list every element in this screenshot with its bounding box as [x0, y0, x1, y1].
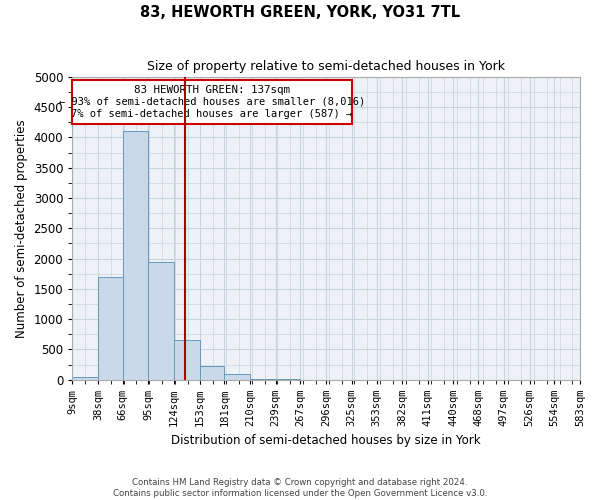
X-axis label: Distribution of semi-detached houses by size in York: Distribution of semi-detached houses by …: [171, 434, 481, 448]
Bar: [200, 366, 224, 380]
Text: 83 HEWORTH GREEN: 137sqm: 83 HEWORTH GREEN: 137sqm: [134, 84, 290, 94]
Bar: [98, 276, 122, 380]
Text: ← 93% of semi-detached houses are smaller (8,016): ← 93% of semi-detached houses are smalle…: [59, 97, 365, 107]
Text: 83, HEWORTH GREEN, YORK, YO31 7TL: 83, HEWORTH GREEN, YORK, YO31 7TL: [140, 5, 460, 20]
Bar: [224, 374, 250, 380]
Text: Contains HM Land Registry data © Crown copyright and database right 2024.
Contai: Contains HM Land Registry data © Crown c…: [113, 478, 487, 498]
Bar: [72, 376, 98, 380]
Bar: [148, 262, 174, 380]
Bar: [174, 340, 200, 380]
Title: Size of property relative to semi-detached houses in York: Size of property relative to semi-detach…: [147, 60, 505, 73]
Y-axis label: Number of semi-detached properties: Number of semi-detached properties: [15, 119, 28, 338]
Bar: [122, 132, 148, 380]
Text: 7% of semi-detached houses are larger (587) →: 7% of semi-detached houses are larger (5…: [71, 109, 353, 119]
Bar: [72, 80, 352, 124]
Bar: [250, 379, 275, 380]
